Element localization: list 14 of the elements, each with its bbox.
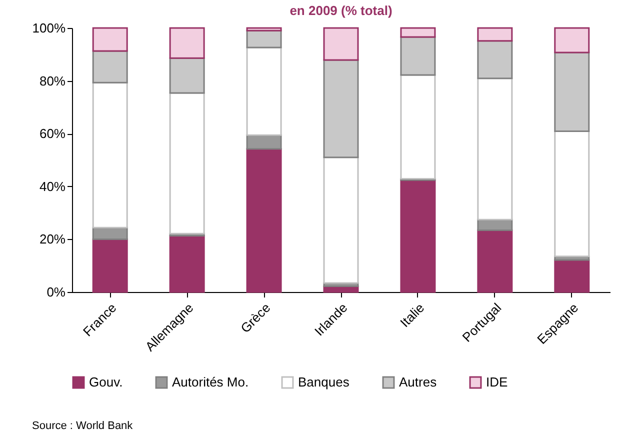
source-note: Source : World Bank (32, 420, 134, 432)
legend-label: IDE (486, 374, 508, 390)
legend-label: Autorités Mo. (172, 374, 249, 390)
legend-label: Gouv. (89, 374, 123, 390)
legend-label: Banques (298, 374, 350, 390)
y-tick-label: 40% (39, 178, 66, 194)
x-tick-label: Italie (397, 300, 428, 330)
y-tick-label: 60% (39, 126, 66, 142)
y-tick-label: 100% (32, 20, 66, 36)
y-tick-label: 80% (39, 73, 66, 88)
y-tick-label: 0% (46, 284, 66, 300)
legend-label: Autres (399, 374, 438, 390)
chart-title: en 2009 (% total) (290, 3, 392, 18)
y-tick-label: 20% (39, 232, 66, 247)
